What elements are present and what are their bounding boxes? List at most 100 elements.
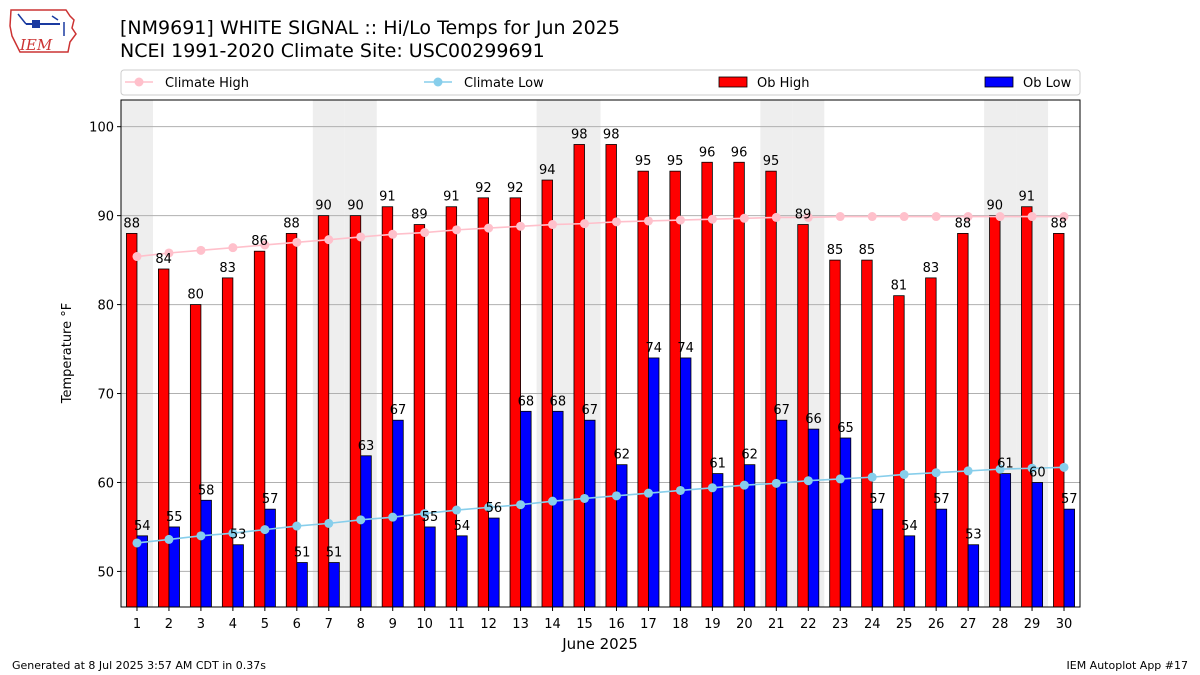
climate-low-point	[643, 488, 653, 498]
climate-low-point	[324, 518, 334, 528]
ob-low-bar	[711, 473, 724, 608]
ob-low-bar	[584, 419, 596, 608]
x-tick-label: 9	[389, 617, 397, 632]
climate-low-point	[899, 469, 909, 479]
ob-low-label: 68	[518, 394, 535, 409]
ob-high-label: 84	[155, 252, 172, 267]
climate-high-point	[516, 221, 526, 231]
legend-box	[120, 69, 1081, 96]
x-tick-label: 20	[736, 617, 753, 632]
ob-high-bar	[158, 268, 170, 608]
ob-high-bar	[477, 197, 490, 608]
ob-low-label: 68	[550, 394, 567, 409]
ob-high-bar	[733, 161, 745, 608]
chart-subtitle: NCEI 1991-2020 Climate Site: USC00299691	[120, 40, 545, 62]
climate-high-point	[995, 212, 1005, 222]
ob-low-bar	[775, 419, 788, 608]
ob-low-label: 57	[933, 492, 950, 507]
ob-high-bar	[669, 170, 681, 608]
ob-high-label: 83	[923, 261, 940, 276]
climate-high-point	[484, 223, 494, 233]
climate-high-point	[260, 240, 270, 250]
ob-high-label: 90	[315, 199, 332, 214]
x-tick-label: 16	[608, 617, 625, 632]
x-tick-label: 25	[896, 617, 913, 632]
ob-high-label: 85	[859, 243, 876, 258]
ob-low-label: 62	[741, 448, 758, 463]
x-tick-label: 11	[448, 617, 465, 632]
x-tick-label: 4	[229, 617, 237, 632]
climate-low-point	[835, 474, 845, 484]
ob-high-bar	[253, 250, 266, 608]
ob-low-label: 51	[326, 546, 343, 561]
ob-low-label: 55	[166, 510, 183, 525]
ob-high-label: 90	[347, 199, 364, 214]
ob-high-label: 92	[475, 181, 492, 196]
ob-low-bar	[264, 508, 276, 608]
ob-high-label: 98	[603, 127, 620, 142]
grid-lines	[121, 126, 1080, 572]
x-tick-label: 13	[512, 617, 529, 632]
climate-high-point	[675, 215, 685, 225]
ob-low-label: 53	[230, 528, 247, 543]
ob-high-label: 98	[571, 127, 588, 142]
climate-low-line	[136, 466, 1065, 544]
climate-low-point	[132, 538, 142, 548]
ob-high-bar	[221, 277, 234, 608]
ob-high-label: 94	[539, 163, 556, 178]
x-tick-label: 1	[133, 617, 141, 632]
climate-high-point	[771, 212, 781, 222]
chart-title: [NM9691] WHITE SIGNAL :: Hi/Lo Temps for…	[120, 17, 620, 39]
ob-low-bar	[680, 357, 692, 608]
climate-low-point	[260, 525, 270, 535]
climate-low-point	[771, 478, 781, 488]
climate-high-point	[1027, 212, 1037, 222]
ob-low-label: 65	[837, 421, 854, 436]
ob-low-bar	[967, 544, 980, 608]
climate-low-point	[995, 464, 1005, 474]
x-tick-label: 24	[864, 617, 881, 632]
ob-high-bar	[989, 215, 1001, 608]
ob-high-bar	[413, 224, 426, 608]
climate-high-point	[132, 252, 142, 262]
ob-low-bar	[456, 535, 468, 608]
ob-high-bar	[1053, 233, 1065, 608]
climate-low-point	[580, 493, 590, 503]
climate-low-point	[420, 509, 430, 519]
ob-low-bar	[807, 428, 820, 608]
ob-high-bar	[573, 144, 585, 608]
x-tick-label: 23	[832, 617, 849, 632]
climate-high-point	[452, 225, 462, 235]
logo-text: IEM	[19, 36, 53, 54]
ob-low-label: 67	[582, 403, 599, 418]
climate-low-point	[1027, 463, 1037, 473]
iem-logo: IEM	[8, 6, 80, 58]
y-tick-label: 60	[97, 476, 114, 491]
ob-low-label: 66	[805, 412, 822, 427]
climate-high-point	[324, 235, 334, 245]
bars	[126, 144, 1075, 608]
ob-low-bar	[552, 410, 564, 608]
x-tick-label: 10	[416, 617, 433, 632]
ob-low-legend-label: Ob Low	[1023, 76, 1072, 91]
climate-low-point	[164, 534, 174, 544]
climate-high-point	[580, 219, 590, 229]
x-tick-label: 15	[576, 617, 593, 632]
climate-high-point	[164, 248, 174, 258]
climate-lines	[132, 212, 1069, 548]
ob-high-label: 88	[1050, 216, 1067, 231]
ob-high-label: 92	[507, 181, 524, 196]
climate-low-point	[739, 480, 749, 490]
x-tick-label: 17	[640, 617, 657, 632]
ob-low-label: 54	[454, 519, 471, 534]
climate-high-point	[835, 212, 845, 222]
x-tick-label: 26	[928, 617, 945, 632]
climate-low-point	[516, 500, 526, 510]
ob-low-bar	[871, 508, 884, 608]
climate-high-point	[707, 214, 717, 224]
ob-low-label: 74	[677, 341, 694, 356]
ob-low-label: 62	[613, 448, 630, 463]
climate-high-point	[611, 217, 621, 227]
